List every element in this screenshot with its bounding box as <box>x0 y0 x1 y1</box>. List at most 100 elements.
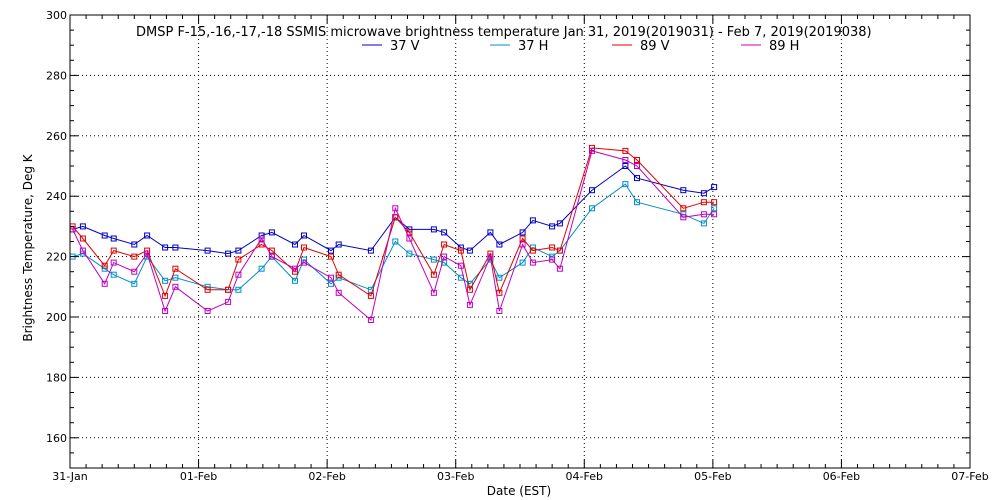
data-point <box>172 283 179 290</box>
data-point <box>680 187 687 194</box>
data-point <box>519 235 526 242</box>
series-line <box>72 165 715 255</box>
legend-label: 37 V <box>390 39 420 54</box>
data-point <box>131 280 138 287</box>
data-point <box>700 211 707 218</box>
data-point <box>589 205 595 212</box>
x-tick-label: 04-Feb <box>566 470 603 483</box>
legend-item: 89 V <box>612 39 670 54</box>
y-tick-label: 220 <box>46 251 67 264</box>
data-point <box>162 244 169 251</box>
data-point <box>335 241 342 248</box>
data-point <box>711 211 718 218</box>
series-89-h <box>69 147 718 323</box>
y-tick-label: 200 <box>46 311 67 324</box>
data-point <box>328 280 334 287</box>
data-point <box>622 163 629 169</box>
data-point <box>392 205 399 212</box>
x-tick-label: 02-Feb <box>308 470 345 483</box>
data-point <box>430 289 437 296</box>
data-point <box>268 253 275 260</box>
data-point <box>466 301 473 308</box>
x-tick-label: 05-Feb <box>694 470 731 483</box>
data-point <box>496 274 503 281</box>
data-point <box>589 147 595 154</box>
data-point <box>487 253 494 260</box>
data-point <box>204 247 211 254</box>
data-point <box>258 265 265 272</box>
data-point <box>204 286 211 293</box>
data-point <box>172 274 179 281</box>
data-point <box>162 277 169 284</box>
series-line <box>72 147 715 298</box>
data-point <box>711 205 718 212</box>
data-point <box>258 241 265 248</box>
data-point <box>700 220 707 227</box>
data-point <box>406 250 413 257</box>
y-tick-label: 300 <box>46 9 67 22</box>
legend-item: 37 V <box>362 39 420 54</box>
data-point <box>622 147 629 154</box>
y-tick-label: 240 <box>46 190 67 203</box>
data-point <box>79 223 86 230</box>
data-point <box>519 259 526 266</box>
data-point <box>292 277 298 284</box>
x-tick-label: 03-Feb <box>437 470 474 483</box>
y-tick-label: 180 <box>46 371 67 384</box>
legend-label: 37 H <box>518 39 548 54</box>
data-point <box>556 247 563 254</box>
data-point <box>466 247 473 254</box>
axes: 160 180 200 220 240 260 280 300 31-Jan 01-Feb 02-F… <box>46 9 989 483</box>
data-point <box>549 244 556 251</box>
data-point <box>110 235 117 242</box>
data-point <box>101 262 108 269</box>
series-89-v <box>69 144 718 299</box>
data-point <box>441 253 448 260</box>
data-point <box>144 232 151 239</box>
data-point <box>441 259 448 266</box>
data-point <box>529 259 536 266</box>
data-point <box>556 220 563 227</box>
data-point <box>519 241 526 248</box>
data-point <box>457 262 464 269</box>
data-point <box>466 280 473 287</box>
series-37-h <box>69 181 718 293</box>
data-point <box>131 253 138 260</box>
data-point <box>328 274 334 281</box>
data-point <box>589 187 595 194</box>
data-point <box>301 244 307 251</box>
data-point <box>79 235 86 242</box>
data-point <box>131 268 138 275</box>
chart-title: DMSP F-15,-16,-17,-18 SSMIS microwave br… <box>136 25 872 40</box>
legend-label: 89 H <box>769 39 799 54</box>
data-point <box>204 308 211 314</box>
data-point <box>519 229 526 236</box>
data-point <box>292 265 298 272</box>
data-point <box>131 241 138 248</box>
x-tick-label: 01-Feb <box>180 470 217 483</box>
data-point <box>101 280 108 287</box>
data-point <box>328 253 334 260</box>
data-point <box>225 250 232 257</box>
data-point <box>529 247 536 254</box>
data-point <box>268 247 275 254</box>
data-point <box>301 232 307 239</box>
data-point <box>457 247 464 254</box>
data-point <box>79 247 86 254</box>
data-point <box>680 214 687 221</box>
x-tick-label: 07-Feb <box>951 470 988 483</box>
data-point <box>496 241 503 248</box>
data-point <box>335 289 342 296</box>
data-point <box>172 265 179 272</box>
data-point <box>556 265 563 272</box>
data-point <box>225 298 232 305</box>
series-37-v <box>69 163 718 257</box>
data-point <box>367 292 374 299</box>
x-tick-label: 06-Feb <box>823 470 860 483</box>
data-point <box>549 256 556 263</box>
data-point <box>235 247 242 254</box>
data-point <box>634 199 640 206</box>
data-point <box>110 247 117 254</box>
series-line <box>72 183 715 291</box>
